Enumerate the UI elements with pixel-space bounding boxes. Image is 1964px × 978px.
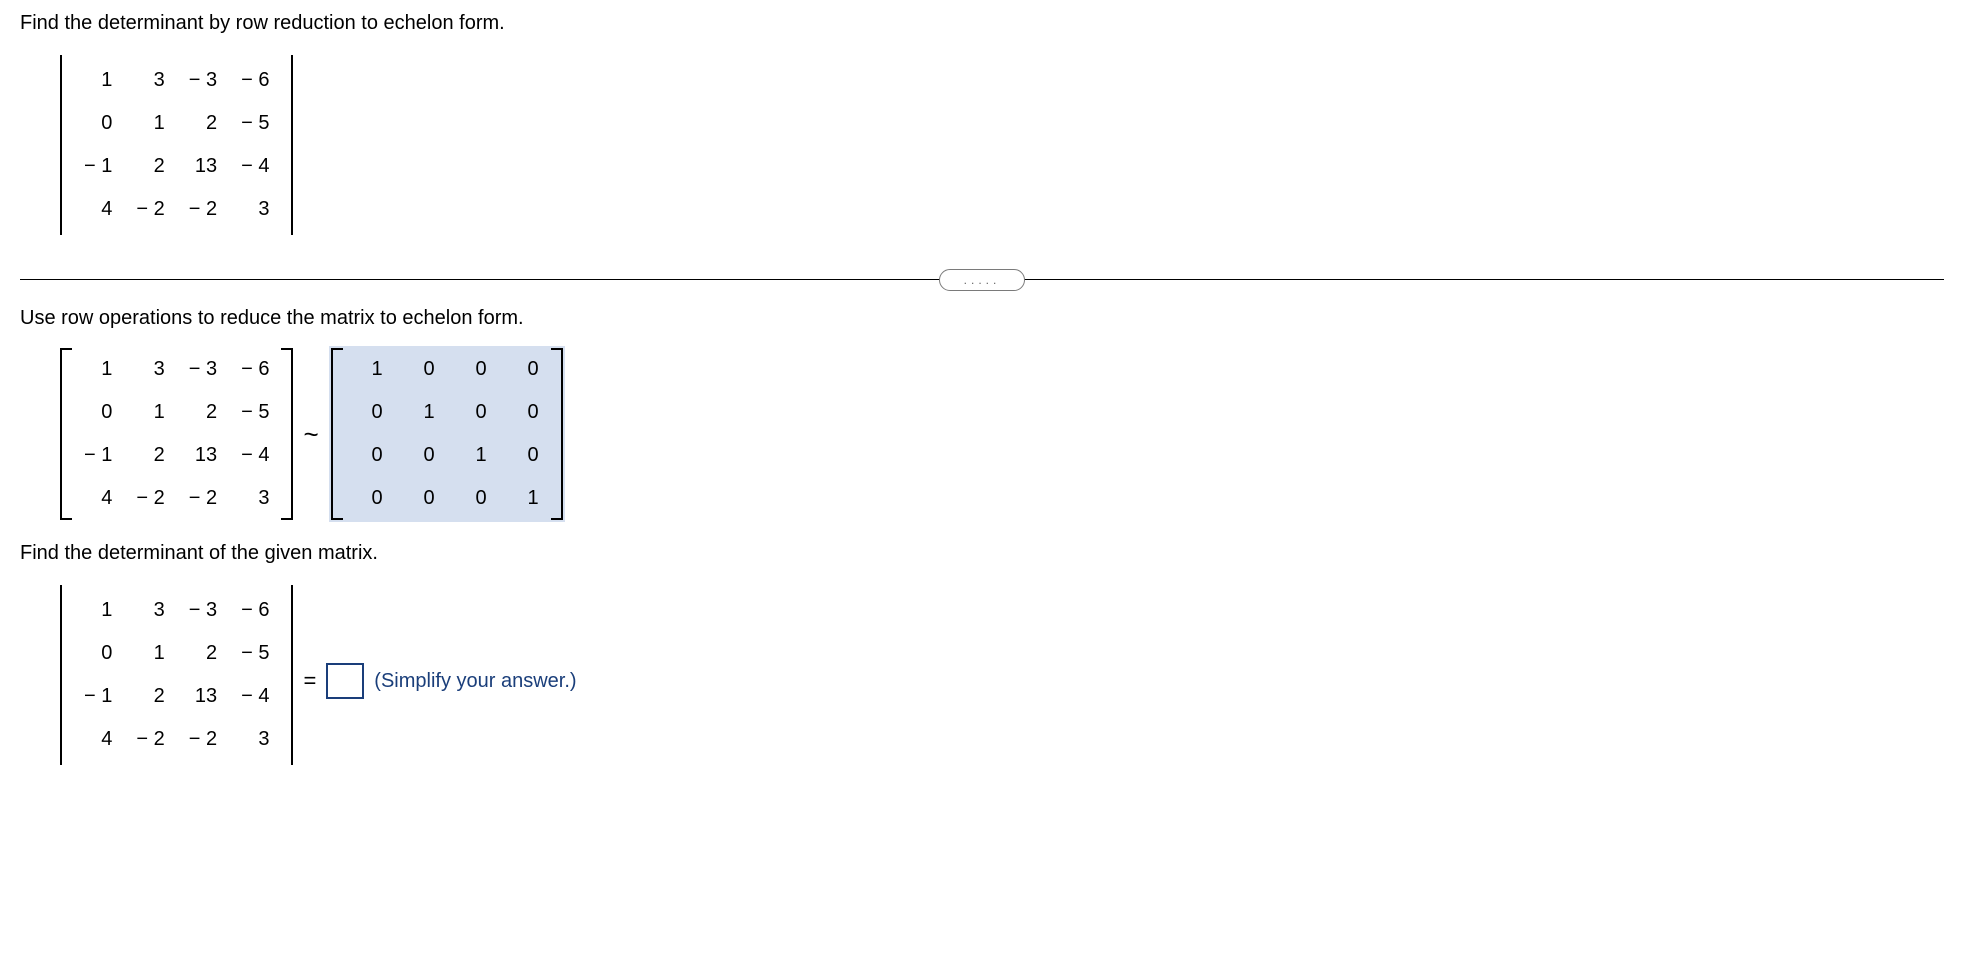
- matrix-cell: − 6: [229, 589, 281, 632]
- matrix-cell: 0: [395, 477, 447, 520]
- matrix-cell: 13: [177, 675, 229, 718]
- matrix-cell: 1: [72, 348, 124, 391]
- bracket-matrix-original: 13− 3− 6012− 5− 1213− 44− 2− 23: [60, 348, 293, 520]
- left-bracket-icon: [60, 348, 72, 520]
- expand-pill-button[interactable]: .....: [939, 269, 1025, 291]
- equals-sign: =: [293, 668, 326, 694]
- matrix-cell: 1: [124, 632, 176, 675]
- matrix-cell: − 2: [124, 718, 176, 761]
- matrix-table: 13− 3− 6012− 5− 1213− 44− 2− 23: [72, 59, 281, 231]
- matrix-cell: 2: [177, 102, 229, 145]
- simplify-hint: (Simplify your answer.): [374, 670, 576, 693]
- row-ops-instruction: Use row operations to reduce the matrix …: [20, 307, 1944, 330]
- matrix-cell: 3: [229, 188, 281, 231]
- matrix-cell: 0: [343, 391, 395, 434]
- matrix-cell: − 2: [124, 188, 176, 231]
- matrix-cell: 3: [124, 589, 176, 632]
- matrix-cell: 3: [124, 348, 176, 391]
- matrix-cell: 0: [343, 477, 395, 520]
- matrix-cell: − 2: [177, 718, 229, 761]
- section-divider: .....: [20, 269, 1944, 289]
- matrix-cell: − 1: [72, 145, 124, 188]
- matrix-cell: 1: [395, 391, 447, 434]
- matrix-cell: − 5: [229, 632, 281, 675]
- matrix-cell: 0: [343, 434, 395, 477]
- identity-matrix-table: 1000010000100001: [343, 348, 551, 520]
- matrix-cell: − 3: [177, 59, 229, 102]
- matrix-cell: − 2: [177, 188, 229, 231]
- matrix-cell: − 1: [72, 434, 124, 477]
- matrix-cell: − 6: [229, 348, 281, 391]
- matrix-cell: 4: [72, 477, 124, 520]
- matrix-cell: − 5: [229, 102, 281, 145]
- matrix-cell: − 2: [177, 477, 229, 520]
- matrix-cell: 3: [229, 718, 281, 761]
- matrix-cell: 1: [499, 477, 551, 520]
- pill-dots-icon: .....: [964, 273, 1001, 287]
- left-bracket-icon: [331, 348, 343, 520]
- matrix-cell: 0: [447, 391, 499, 434]
- determinant-matrix: 13− 3− 6012− 5− 1213− 44− 2− 23: [60, 55, 293, 235]
- matrix-cell: 1: [124, 391, 176, 434]
- right-bracket-icon: [281, 348, 293, 520]
- matrix-cell: 1: [72, 589, 124, 632]
- right-bracket-icon: [551, 348, 563, 520]
- matrix-cell: − 6: [229, 59, 281, 102]
- matrix-cell: 1: [124, 102, 176, 145]
- matrix-cell: 0: [72, 391, 124, 434]
- matrix-cell: 3: [124, 59, 176, 102]
- find-determinant-prompt: Find the determinant of the given matrix…: [20, 542, 1944, 565]
- matrix-cell: − 4: [229, 675, 281, 718]
- matrix-cell: − 4: [229, 434, 281, 477]
- matrix-cell: 2: [177, 632, 229, 675]
- matrix-cell: 2: [124, 675, 176, 718]
- matrix-table: 13− 3− 6012− 5− 1213− 44− 2− 23: [72, 348, 281, 520]
- matrix-cell: 1: [72, 59, 124, 102]
- matrix-cell: − 3: [177, 589, 229, 632]
- matrix-cell: 4: [72, 188, 124, 231]
- bracket-matrix-echelon[interactable]: 1000010000100001: [329, 346, 565, 522]
- matrix-cell: 3: [229, 477, 281, 520]
- matrix-cell: 0: [499, 434, 551, 477]
- matrix-cell: 0: [499, 391, 551, 434]
- matrix-cell: 0: [395, 434, 447, 477]
- matrix-cell: − 2: [124, 477, 176, 520]
- determinant-matrix-final: 13− 3− 6012− 5− 1213− 44− 2− 23: [60, 585, 293, 765]
- matrix-cell: 0: [395, 348, 447, 391]
- question-prompt: Find the determinant by row reduction to…: [20, 12, 1944, 35]
- matrix-cell: 2: [177, 391, 229, 434]
- matrix-cell: 4: [72, 718, 124, 761]
- tilde-symbol: ~: [293, 419, 328, 450]
- matrix-cell: 1: [343, 348, 395, 391]
- matrix-cell: 0: [72, 632, 124, 675]
- matrix-cell: − 5: [229, 391, 281, 434]
- matrix-table: 13− 3− 6012− 5− 1213− 44− 2− 23: [72, 589, 281, 761]
- matrix-cell: 0: [499, 348, 551, 391]
- row-reduction-expression: 13− 3− 6012− 5− 1213− 44− 2− 23 ~ 100001…: [60, 346, 1944, 522]
- determinant-equation: 13− 3− 6012− 5− 1213− 44− 2− 23 = (Simpl…: [60, 581, 1944, 781]
- matrix-cell: − 1: [72, 675, 124, 718]
- matrix-cell: 0: [447, 348, 499, 391]
- matrix-cell: 13: [177, 145, 229, 188]
- matrix-cell: 13: [177, 434, 229, 477]
- matrix-cell: − 4: [229, 145, 281, 188]
- determinant-answer-input[interactable]: [326, 663, 364, 699]
- matrix-cell: 0: [72, 102, 124, 145]
- matrix-cell: 2: [124, 434, 176, 477]
- matrix-cell: − 3: [177, 348, 229, 391]
- matrix-cell: 0: [447, 477, 499, 520]
- matrix-cell: 2: [124, 145, 176, 188]
- matrix-cell: 1: [447, 434, 499, 477]
